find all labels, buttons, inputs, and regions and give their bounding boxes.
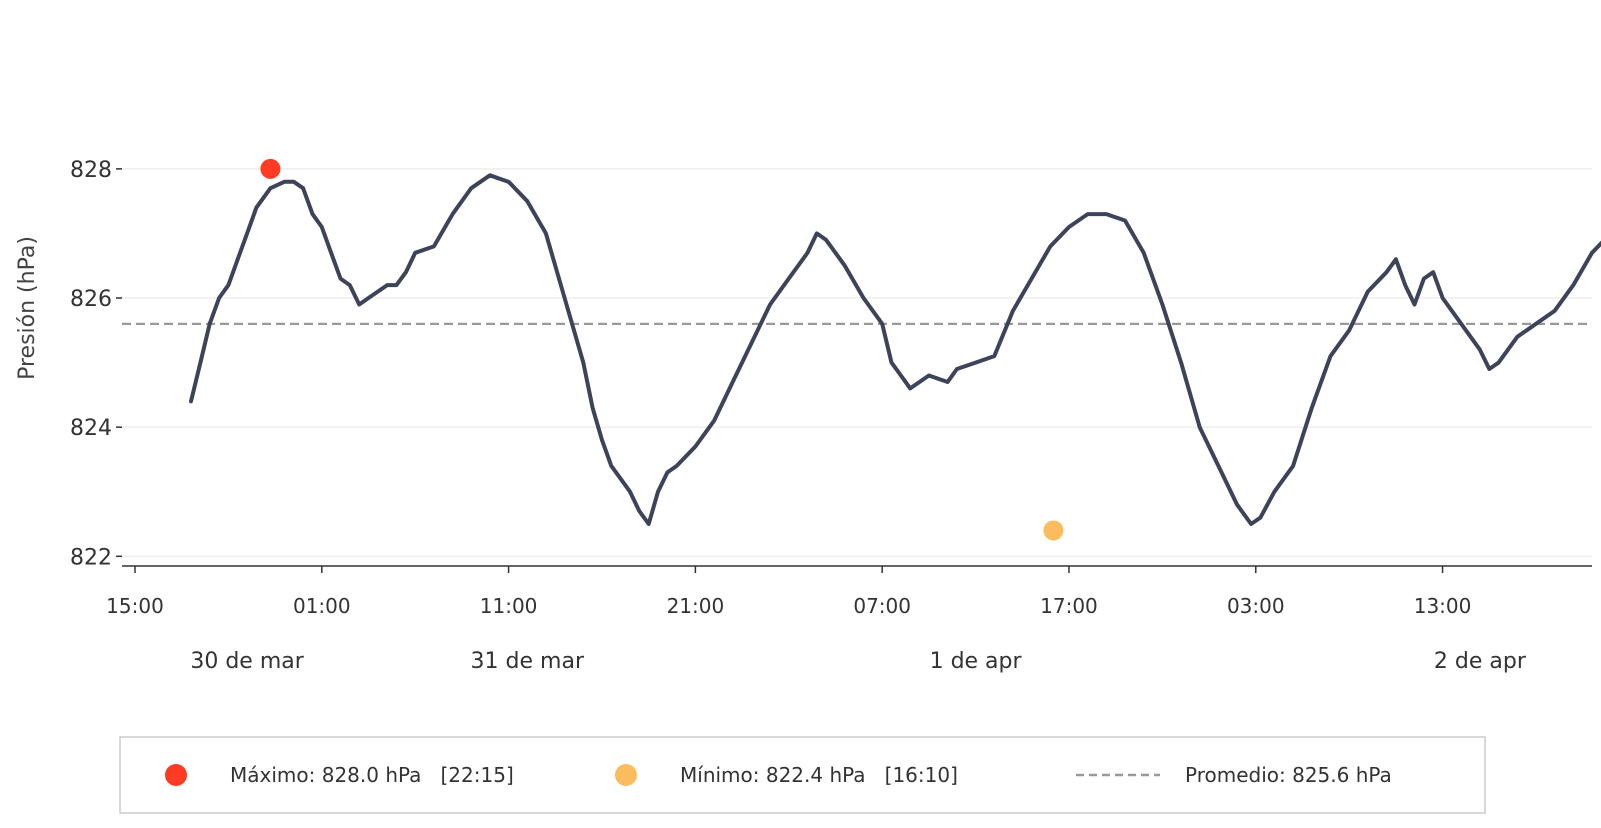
- x-tick-label: 17:00: [1040, 594, 1098, 618]
- legend-min-label: Mínimo: 822.4 hPa [16:10]: [680, 763, 958, 787]
- x-tick-label: 01:00: [293, 594, 351, 618]
- extreme-markers: [260, 158, 1064, 541]
- x-tick-label: 15:00: [106, 594, 164, 618]
- legend-max-marker: [165, 764, 187, 786]
- date-label: 31 de mar: [471, 649, 585, 674]
- y-axis-label: Presión (hPa): [15, 236, 40, 380]
- x-tick-label: 07:00: [853, 594, 911, 618]
- x-tick-label: 03:00: [1227, 594, 1285, 618]
- y-tick-label: 828: [70, 158, 112, 183]
- legend-box: [119, 736, 1486, 814]
- x-tick-label: 13:00: [1414, 594, 1472, 618]
- x-axis-ticks: 15:00 01:00 11:00 21:00 07:00 17:00 03:00 13:00: [106, 566, 1471, 618]
- legend-min-marker: [615, 764, 637, 786]
- max-point-marker: [260, 158, 281, 179]
- date-labels: 30 de mar 31 de mar 1 de apr 2 de apr: [190, 649, 1527, 674]
- y-tick-label: 822: [70, 545, 112, 570]
- y-tick-label: 824: [70, 416, 112, 441]
- pressure-line: [189, 173, 1601, 526]
- y-tick-label: 826: [70, 287, 112, 312]
- series-group: [189, 173, 1601, 526]
- x-tick-label: 21:00: [667, 594, 725, 618]
- x-tick-label: 11:00: [480, 594, 538, 618]
- date-label: 1 de apr: [930, 649, 1023, 674]
- min-point-marker: [1043, 520, 1064, 541]
- date-label: 2 de apr: [1434, 649, 1527, 674]
- legend-mean-label: Promedio: 825.6 hPa: [1185, 763, 1392, 787]
- y-axis-ticks: 822 824 826 828: [70, 158, 122, 570]
- legend: Máximo: 828.0 hPa [22:15] Mínimo: 822.4 …: [119, 736, 1486, 814]
- grid-lines: [122, 168, 1592, 558]
- legend-max-label: Máximo: 828.0 hPa [22:15]: [230, 763, 514, 787]
- date-label: 30 de mar: [190, 649, 304, 674]
